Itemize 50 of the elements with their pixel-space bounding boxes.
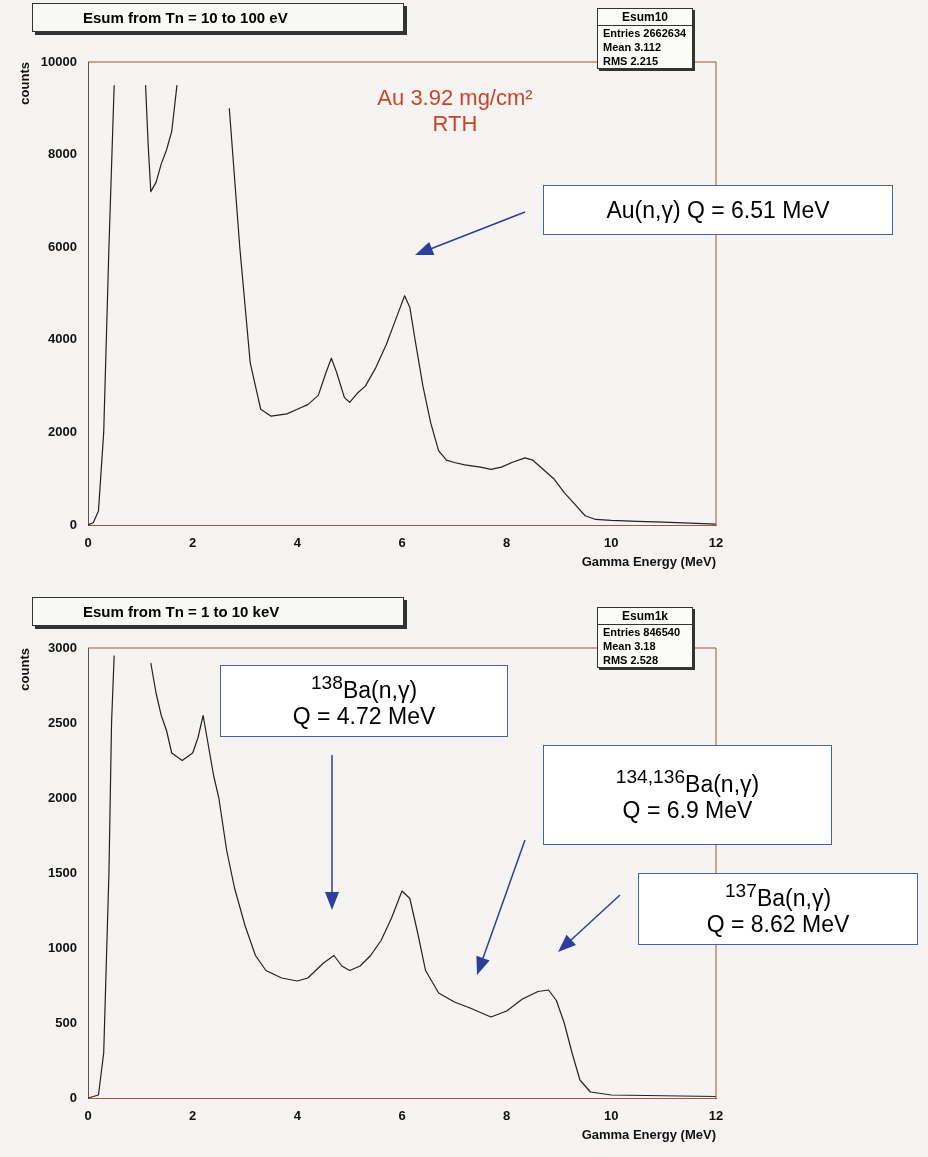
annotation: RMS 2.215 [602, 54, 660, 68]
x-tick-label: 6 [398, 1108, 406, 1124]
x-tick-label: 2 [189, 535, 197, 551]
annotation: Mean 3.18 [602, 639, 657, 653]
x-tick-label: 12 [708, 535, 724, 551]
annotation: $^{138}$Ba(n,γ) Q = 4.72 MeV [292, 671, 436, 731]
callout-box: $^{138}$Ba(n,γ) Q = 4.72 MeV [220, 665, 508, 737]
text: Entries 846540 [602, 625, 682, 639]
y-tick-label: 6000 [48, 238, 77, 254]
x-axis-title: Gamma Energy (MeV) [581, 1126, 716, 1142]
y-tick-label: 3000 [48, 639, 77, 655]
callout-box: $^{134,136}$Ba(n,γ) Q = 6.9 MeV [543, 745, 832, 845]
y-tick-label: 1500 [48, 864, 77, 880]
callout-box: Au(n,γ) Q = 6.51 MeV [543, 185, 893, 235]
x-tick-label: 6 [398, 535, 406, 551]
y-tick-label: 8000 [48, 146, 77, 162]
text: Esum10 [598, 9, 692, 26]
chart-title: Esum from Tn = 10 to 100 eV [32, 3, 404, 32]
x-tick-label: 4 [293, 535, 302, 551]
x-axis-title: Gamma Energy (MeV) [581, 553, 716, 569]
y-tick-label: 2000 [48, 423, 77, 439]
x-tick-label: 4 [293, 1108, 302, 1124]
x-tick-label: 0 [84, 535, 92, 551]
x-tick-label: 12 [708, 1108, 724, 1124]
y-tick-label: 4000 [48, 331, 77, 347]
text: Esum1k [598, 608, 692, 625]
y-tick-label: 0 [69, 1089, 77, 1105]
y-axis-title: counts [17, 62, 33, 105]
annotation: Au(n,γ) Q = 6.51 MeV [606, 196, 830, 224]
y-axis-title: counts [17, 648, 33, 691]
annotation: $^{137}$Ba(n,γ) Q = 8.62 MeV [706, 879, 850, 939]
callout-box: $^{137}$Ba(n,γ) Q = 8.62 MeV [638, 873, 918, 945]
chart-title: Esum from Tn = 1 to 10 keV [32, 597, 404, 626]
x-tick-label: 8 [503, 1108, 511, 1124]
text: Mean 3.112 [602, 40, 663, 54]
x-tick-label: 10 [604, 1108, 619, 1124]
annotation: RMS 2.528 [602, 653, 660, 667]
text: Entries 2662634 [602, 26, 688, 40]
y-tick-label: 2000 [48, 789, 77, 805]
y-tick-label: 2500 [48, 714, 77, 730]
annotation: $^{134,136}$Ba(n,γ) Q = 6.9 MeV [615, 765, 760, 825]
x-tick-label: 0 [84, 1108, 92, 1124]
x-tick-label: 2 [189, 1108, 197, 1124]
annotation: Au 3.92 mg/cm² RTH [376, 85, 534, 137]
x-tick-label: 10 [604, 535, 619, 551]
x-tick-label: 8 [503, 535, 511, 551]
y-tick-label: 10000 [40, 53, 77, 69]
y-tick-label: 1000 [48, 939, 77, 955]
y-tick-label: 0 [69, 516, 77, 532]
y-tick-label: 500 [55, 1014, 77, 1030]
